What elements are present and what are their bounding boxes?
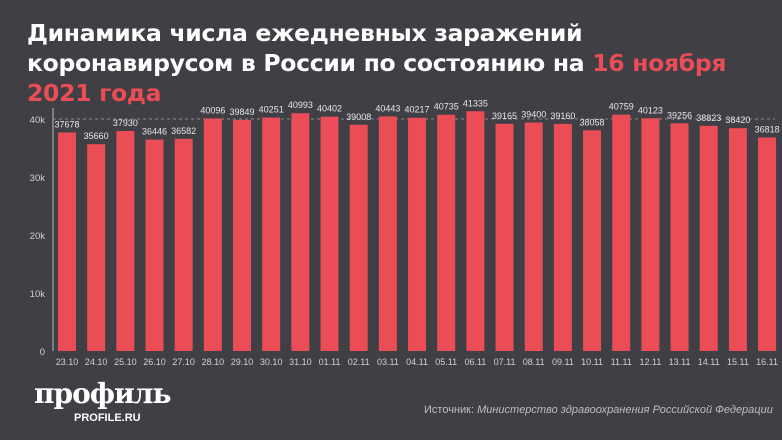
data-label: 40402 bbox=[317, 104, 342, 114]
bar bbox=[524, 122, 543, 351]
x-tick-label: 15.11 bbox=[727, 357, 749, 367]
data-label: 40759 bbox=[609, 102, 634, 112]
data-label: 40251 bbox=[259, 105, 284, 115]
bar bbox=[466, 111, 485, 351]
source-text: Министерство здравоохранения Российской … bbox=[477, 404, 773, 416]
data-label: 41335 bbox=[463, 98, 488, 108]
chart-title: Динамика числа ежедневных заражений коро… bbox=[27, 18, 777, 108]
data-label: 39008 bbox=[346, 112, 371, 122]
bar bbox=[116, 131, 135, 351]
data-label: 37930 bbox=[113, 118, 138, 128]
data-label: 40096 bbox=[200, 105, 225, 115]
x-tick-label: 13.11 bbox=[669, 357, 691, 367]
bar bbox=[291, 113, 310, 351]
source-note: Источник: Министерство здравоохранения Р… bbox=[424, 404, 773, 417]
data-label: 37678 bbox=[54, 119, 79, 129]
bar bbox=[699, 125, 718, 351]
bar bbox=[553, 123, 572, 351]
y-tick-label: 40k bbox=[30, 115, 46, 126]
data-label: 38420 bbox=[725, 115, 750, 125]
logo-site: PROFILE.RU bbox=[74, 412, 141, 424]
data-label: 39849 bbox=[230, 107, 255, 117]
bar bbox=[233, 119, 252, 352]
bar bbox=[758, 137, 777, 351]
x-tick-label: 05.11 bbox=[435, 357, 457, 367]
bar bbox=[641, 118, 660, 352]
data-label: 39400 bbox=[521, 109, 546, 119]
x-tick-label: 11.11 bbox=[611, 357, 632, 367]
x-tick-label: 16.11 bbox=[756, 357, 778, 367]
data-label: 39256 bbox=[667, 110, 692, 120]
data-label: 38058 bbox=[580, 117, 605, 127]
data-label: 35660 bbox=[84, 131, 109, 141]
data-label: 39160 bbox=[550, 111, 575, 121]
x-tick-label: 10.11 bbox=[581, 357, 603, 367]
x-tick-label: 04.11 bbox=[406, 357, 428, 367]
data-label: 40217 bbox=[405, 105, 430, 115]
data-label: 40123 bbox=[638, 105, 663, 115]
x-tick-label: 01.11 bbox=[319, 357, 341, 367]
data-label: 39165 bbox=[492, 111, 517, 121]
bar bbox=[145, 139, 164, 351]
data-label: 38823 bbox=[696, 113, 721, 123]
bar bbox=[58, 132, 76, 351]
y-tick-label: 20k bbox=[30, 231, 46, 242]
y-tick-label: 30k bbox=[30, 173, 46, 184]
data-label: 40443 bbox=[375, 103, 400, 113]
x-tick-label: 08.11 bbox=[523, 357, 545, 367]
x-tick-label: 02.11 bbox=[348, 357, 370, 367]
bar bbox=[87, 144, 106, 351]
bar bbox=[320, 116, 339, 352]
title-date: 16 ноября 2021 года bbox=[27, 49, 727, 107]
x-tick-label: 31.10 bbox=[289, 357, 312, 367]
x-tick-label: 27.10 bbox=[172, 357, 195, 367]
x-tick-label: 14.11 bbox=[698, 357, 720, 367]
y-tick-label: 0 bbox=[40, 347, 45, 358]
x-tick-label: 30.10 bbox=[260, 357, 283, 367]
y-tick-label: 10k bbox=[30, 289, 46, 300]
bar bbox=[174, 138, 193, 351]
x-tick-label: 06.11 bbox=[464, 357, 486, 367]
title-text: Динамика числа ежедневных заражений коро… bbox=[27, 19, 593, 77]
x-tick-label: 26.10 bbox=[143, 357, 166, 367]
bar bbox=[349, 124, 368, 351]
data-label: 36446 bbox=[142, 127, 167, 137]
x-tick-label: 25.10 bbox=[114, 357, 137, 367]
bar bbox=[583, 130, 602, 351]
x-tick-label: 29.10 bbox=[231, 357, 254, 367]
x-tick-label: 07.11 bbox=[494, 357, 516, 367]
data-label: 36582 bbox=[171, 126, 196, 136]
bar bbox=[437, 114, 456, 351]
x-tick-label: 23.10 bbox=[56, 357, 79, 367]
source-label: Источник: bbox=[424, 404, 475, 416]
data-label: 40735 bbox=[434, 102, 459, 112]
data-label: 36818 bbox=[755, 124, 780, 134]
data-label: 40993 bbox=[288, 100, 313, 110]
bar bbox=[495, 123, 514, 351]
bar bbox=[612, 114, 631, 351]
logo: профиль bbox=[34, 377, 172, 410]
bar bbox=[408, 117, 427, 352]
x-tick-label: 24.10 bbox=[85, 357, 108, 367]
x-tick-label: 28.10 bbox=[202, 357, 225, 367]
x-tick-label: 12.11 bbox=[639, 357, 661, 367]
x-tick-label: 09.11 bbox=[552, 357, 574, 367]
bar bbox=[728, 128, 747, 351]
bar bbox=[262, 117, 281, 352]
x-tick-label: 03.11 bbox=[377, 357, 399, 367]
bar bbox=[670, 123, 689, 351]
bar bbox=[378, 116, 397, 351]
bar bbox=[203, 118, 222, 351]
